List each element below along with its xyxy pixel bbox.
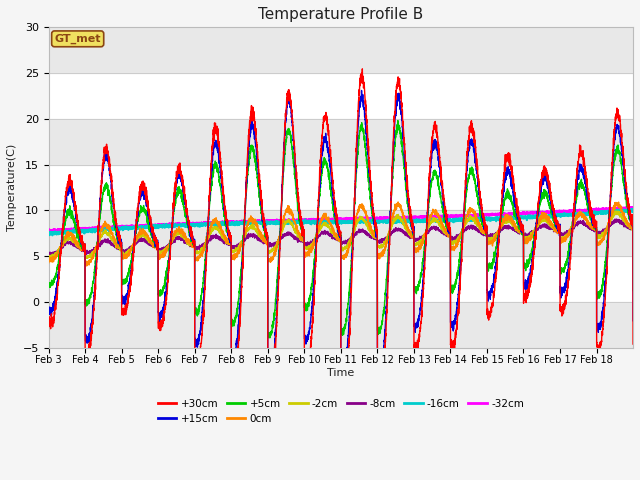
Title: Temperature Profile B: Temperature Profile B — [258, 7, 424, 22]
X-axis label: Time: Time — [327, 368, 355, 378]
Bar — [49, 27, 633, 73]
Bar — [49, 119, 633, 165]
Bar — [49, 210, 633, 256]
Legend: +30cm, +15cm, +5cm, 0cm, -2cm, -8cm, -16cm, -32cm: +30cm, +15cm, +5cm, 0cm, -2cm, -8cm, -16… — [154, 395, 528, 428]
Y-axis label: Temperature(C): Temperature(C) — [7, 144, 17, 231]
Bar — [49, 302, 633, 348]
Text: GT_met: GT_met — [54, 34, 101, 44]
